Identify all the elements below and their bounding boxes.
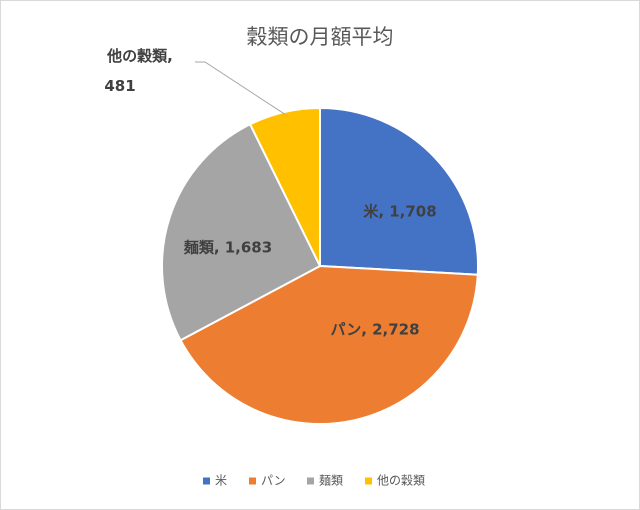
legend-label: 米 [215, 474, 227, 488]
pie-slice [161, 122, 322, 342]
legend-swatch [365, 477, 372, 485]
legend-swatch [307, 477, 314, 485]
legend-label: パン [261, 474, 286, 488]
legend-label: 麺類 [319, 474, 343, 488]
data-label: 麺類, 1,683 [183, 239, 272, 257]
legend-swatch [203, 477, 210, 485]
data-label-line: 他の穀類, [106, 47, 173, 65]
data-label: 他の穀類, 481 [104, 47, 173, 95]
leader-line [195, 61, 285, 115]
pie-slice [179, 264, 479, 425]
legend-label: 他の穀類 [377, 474, 425, 488]
data-label: 米, 1,708 [363, 203, 436, 221]
chart-title: 穀類の月額平均 [247, 25, 394, 49]
data-label-line: 481 [104, 77, 135, 95]
legend-swatch [249, 477, 256, 485]
pie-slice [248, 106, 321, 267]
pie-slice [319, 106, 479, 276]
data-label: パン, 2,728 [330, 321, 419, 339]
